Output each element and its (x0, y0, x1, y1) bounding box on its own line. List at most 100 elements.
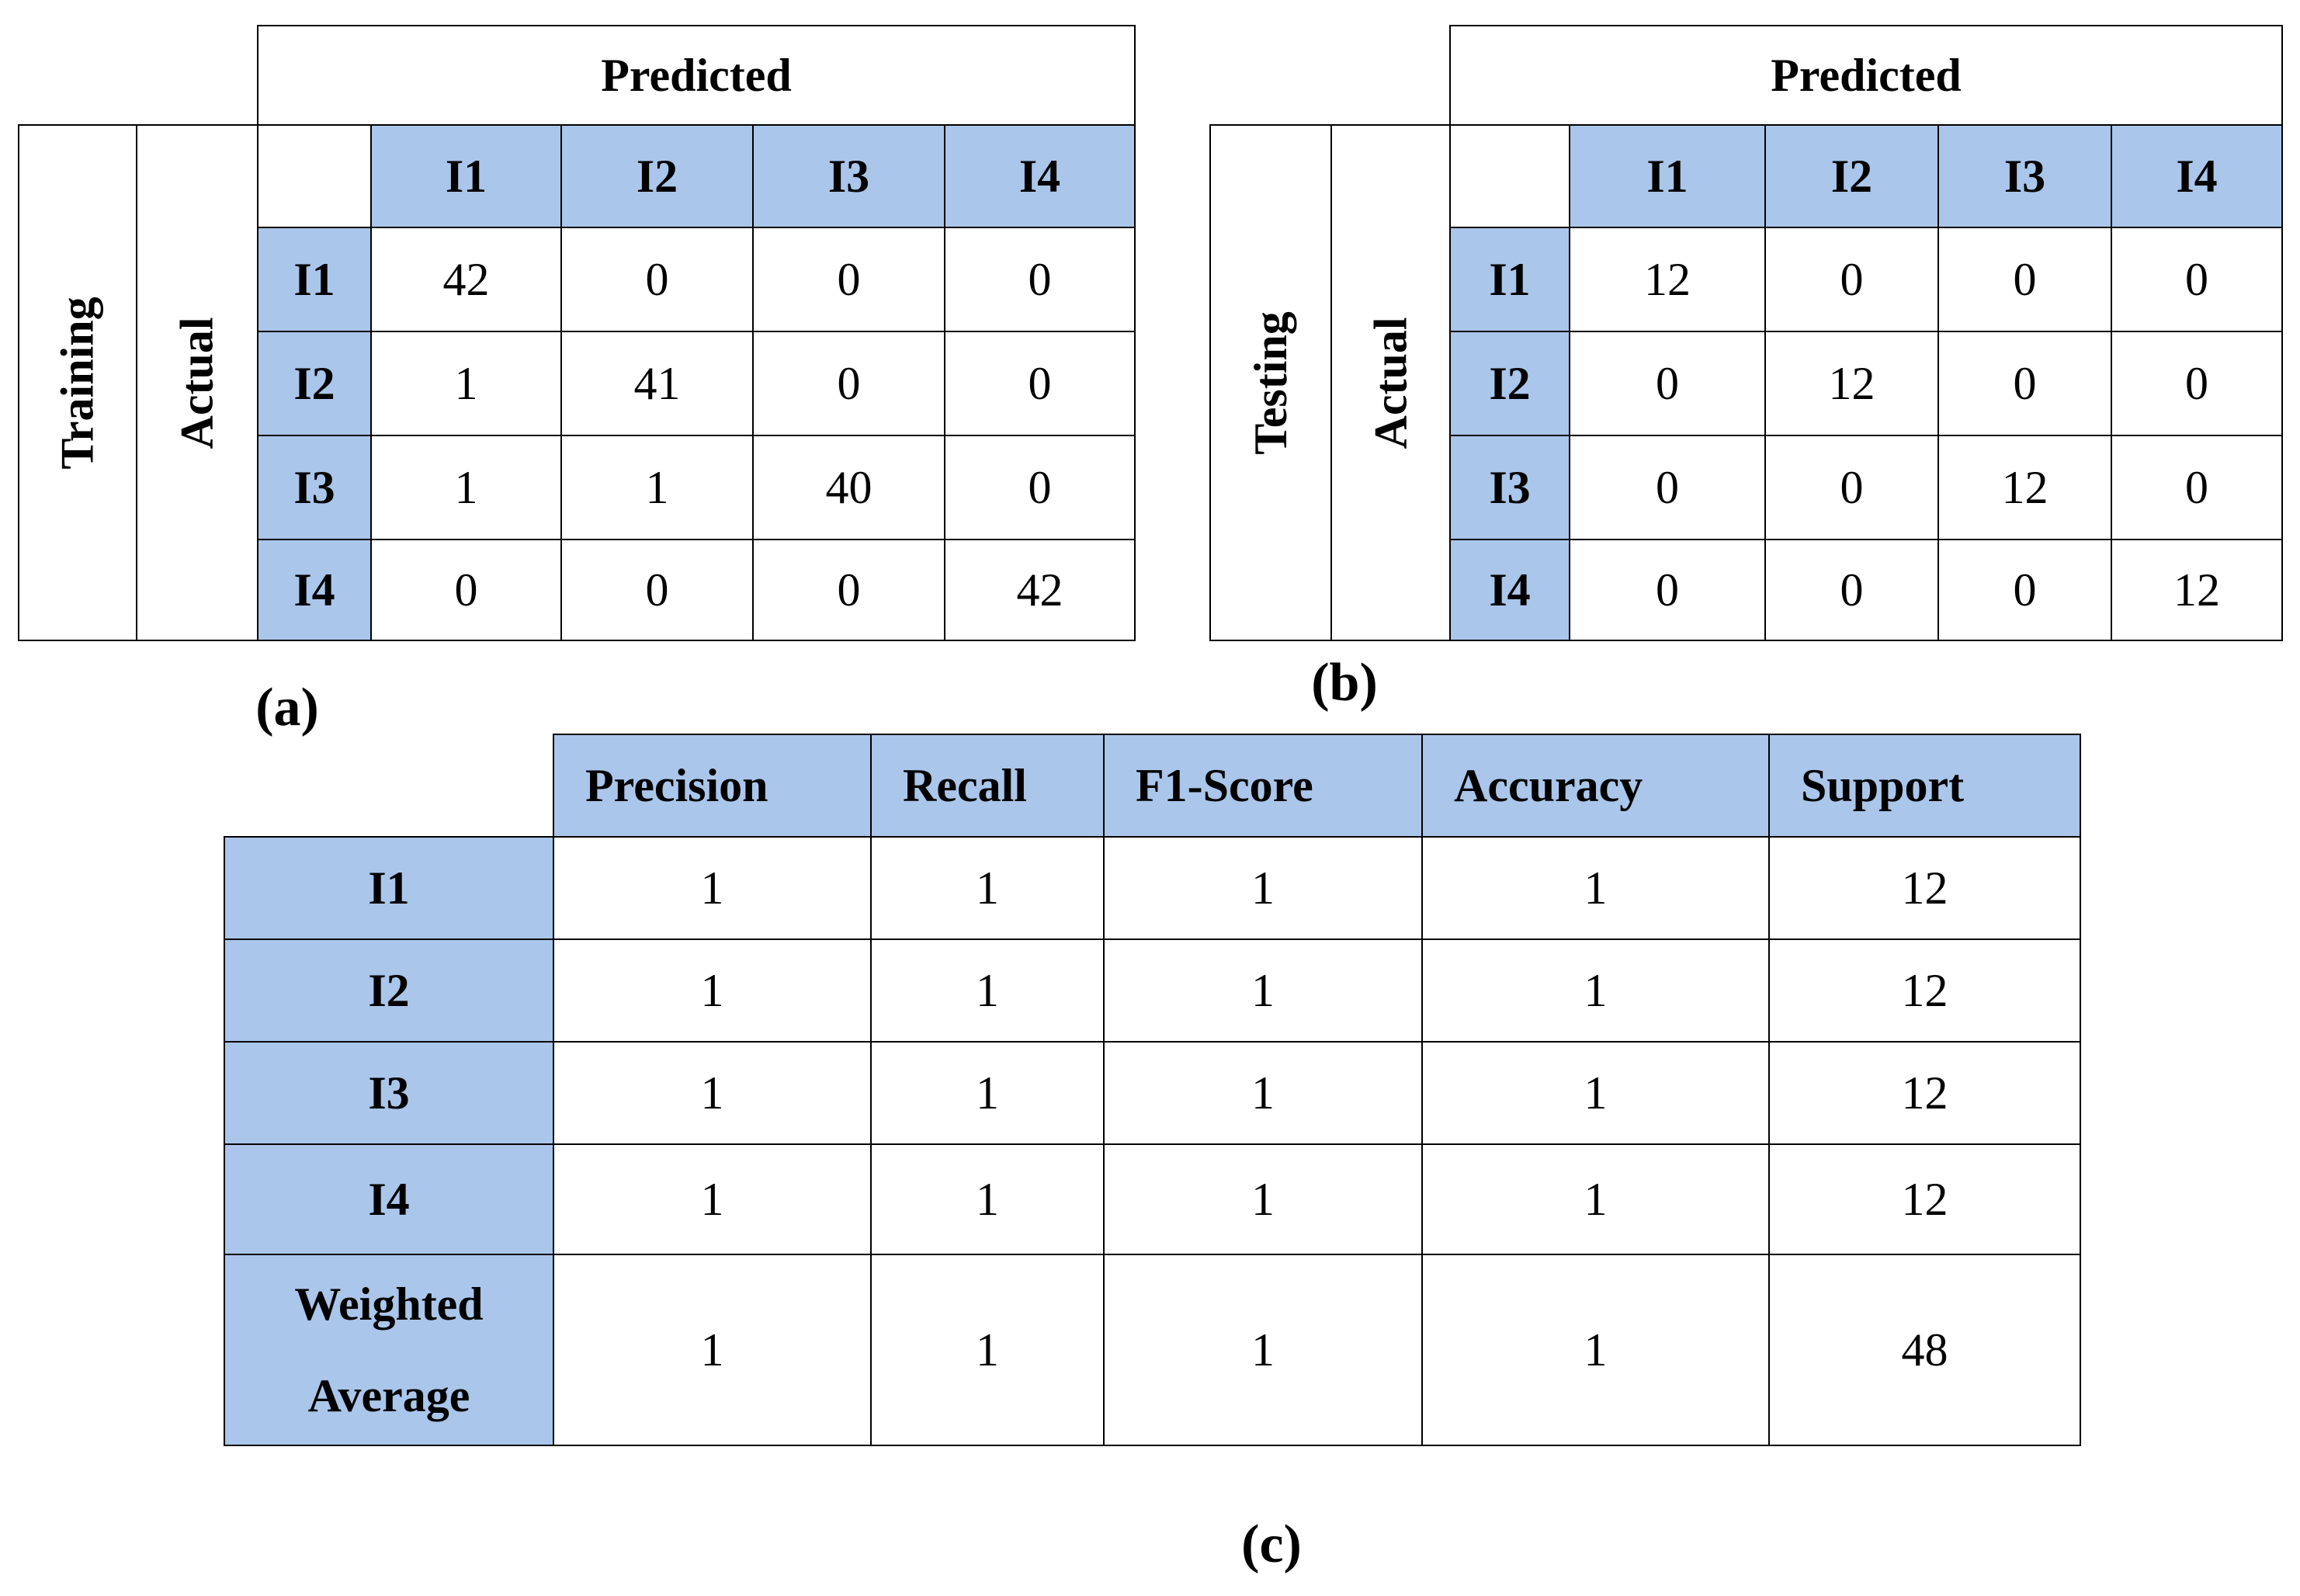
matrix-cell: 12 (1937, 435, 2112, 540)
metric-cell: 1 (1103, 836, 1423, 940)
actual-class-header: I1 (1449, 227, 1570, 332)
metric-column-header: Accuracy (1421, 734, 1770, 838)
metric-cell: 48 (1768, 1254, 2081, 1446)
metric-cell: 1 (553, 1143, 872, 1255)
caption-a: (a) (255, 678, 319, 737)
matrix-cell: 0 (944, 227, 1136, 332)
actual-label-cell: Actual (136, 124, 258, 641)
matrix-cell: 12 (1569, 227, 1766, 332)
metric-cell: 1 (870, 1143, 1105, 1255)
matrix-cell: 0 (1937, 331, 2112, 436)
actual-class-header: I2 (1449, 331, 1570, 436)
metric-cell: 1 (553, 939, 872, 1043)
set-label-cell: Testing (1209, 124, 1332, 641)
metric-cell: 1 (870, 939, 1105, 1043)
metric-column-header: Precision (553, 734, 872, 838)
metric-cell: 1 (1421, 939, 1770, 1043)
matrix-cell: 0 (2111, 435, 2283, 540)
predicted-label: Predicted (601, 49, 792, 101)
matrix-cell: 0 (1569, 539, 1766, 641)
actual-label: Actual (1365, 317, 1417, 449)
pred-class-header: I3 (752, 124, 945, 228)
metric-column-header: F1-Score (1103, 734, 1423, 838)
actual-class-header: I3 (257, 435, 372, 540)
matrix-cell: 0 (1764, 539, 1939, 641)
pred-class-header: I1 (1569, 124, 1766, 228)
matrix-cell: 0 (752, 331, 945, 436)
metric-cell: 12 (1768, 1143, 2081, 1255)
matrix-cell: 0 (752, 539, 945, 641)
metric-cell: 1 (870, 836, 1105, 940)
metric-cell: 1 (1421, 836, 1770, 940)
actual-class-header: I3 (1449, 435, 1570, 540)
matrix-cell: 0 (370, 539, 562, 641)
matrix-cell: 41 (560, 331, 754, 436)
metric-cell: 1 (1421, 1254, 1770, 1446)
metric-row-header: I4 (224, 1143, 554, 1255)
pred-class-header: I2 (560, 124, 754, 228)
metric-row-header: I3 (224, 1041, 554, 1145)
pred-class-header: I4 (2111, 124, 2283, 228)
matrix-cell: 0 (1764, 435, 1939, 540)
matrix-cell: 0 (944, 435, 1136, 540)
metric-row-header: I2 (224, 939, 554, 1043)
matrix-cell: 40 (752, 435, 945, 540)
metric-cell: 1 (870, 1041, 1105, 1145)
corner-cell (1449, 124, 1570, 228)
predicted-label: Predicted (1771, 49, 1962, 101)
metric-row-header-weighted-average: Weighted Average (224, 1254, 554, 1446)
matrix-cell: 0 (2111, 331, 2283, 436)
corner-cell (257, 124, 372, 228)
matrix-cell: 0 (1937, 539, 2112, 641)
pred-class-header: I4 (944, 124, 1136, 228)
set-label-cell: Training (18, 124, 137, 641)
matrix-cell: 0 (560, 227, 754, 332)
matrix-cell: 0 (1764, 227, 1939, 332)
matrix-cell: 0 (752, 227, 945, 332)
matrix-cell: 0 (1569, 331, 1766, 436)
pred-class-header: I2 (1764, 124, 1939, 228)
metric-cell: 1 (1103, 1143, 1423, 1255)
metric-cell: 1 (870, 1254, 1105, 1446)
metric-column-header: Recall (870, 734, 1105, 838)
metric-cell: 1 (1421, 1143, 1770, 1255)
actual-label: Actual (171, 317, 223, 449)
predicted-header: Predicted (1449, 25, 2283, 126)
matrix-cell: 0 (2111, 227, 2283, 332)
predicted-header: Predicted (257, 25, 1136, 126)
matrix-cell: 0 (1569, 435, 1766, 540)
matrix-cell: 1 (370, 435, 562, 540)
matrix-cell: 1 (370, 331, 562, 436)
metric-column-header: Support (1768, 734, 2081, 838)
caption-c: (c) (1241, 1514, 1302, 1574)
metric-cell: 12 (1768, 836, 2081, 940)
actual-class-header: I2 (257, 331, 372, 436)
caption-b: (b) (1311, 653, 1378, 713)
metric-cell: 1 (1103, 939, 1423, 1043)
matrix-cell: 0 (560, 539, 754, 641)
matrix-cell: 42 (370, 227, 562, 332)
actual-class-header: I1 (257, 227, 372, 332)
testing-label: Testing (1244, 311, 1296, 455)
training-label: Training (51, 296, 103, 470)
metric-cell: 1 (553, 1041, 872, 1145)
metric-cell: 1 (1421, 1041, 1770, 1145)
pred-class-header: I3 (1937, 124, 2112, 228)
matrix-cell: 12 (1764, 331, 1939, 436)
matrix-cell: 42 (944, 539, 1136, 641)
metric-cell: 1 (553, 836, 872, 940)
metric-cell: 1 (1103, 1041, 1423, 1145)
metric-row-header: I1 (224, 836, 554, 940)
matrix-cell: 12 (2111, 539, 2283, 641)
matrix-cell: 0 (1937, 227, 2112, 332)
metric-cell: 12 (1768, 1041, 2081, 1145)
matrix-cell: 0 (944, 331, 1136, 436)
actual-class-header: I4 (257, 539, 372, 641)
pred-class-header: I1 (370, 124, 562, 228)
actual-class-header: I4 (1449, 539, 1570, 641)
metric-cell: 1 (1103, 1254, 1423, 1446)
metric-cell: 1 (553, 1254, 872, 1446)
actual-label-cell: Actual (1330, 124, 1451, 641)
matrix-cell: 1 (560, 435, 754, 540)
metric-cell: 12 (1768, 939, 2081, 1043)
